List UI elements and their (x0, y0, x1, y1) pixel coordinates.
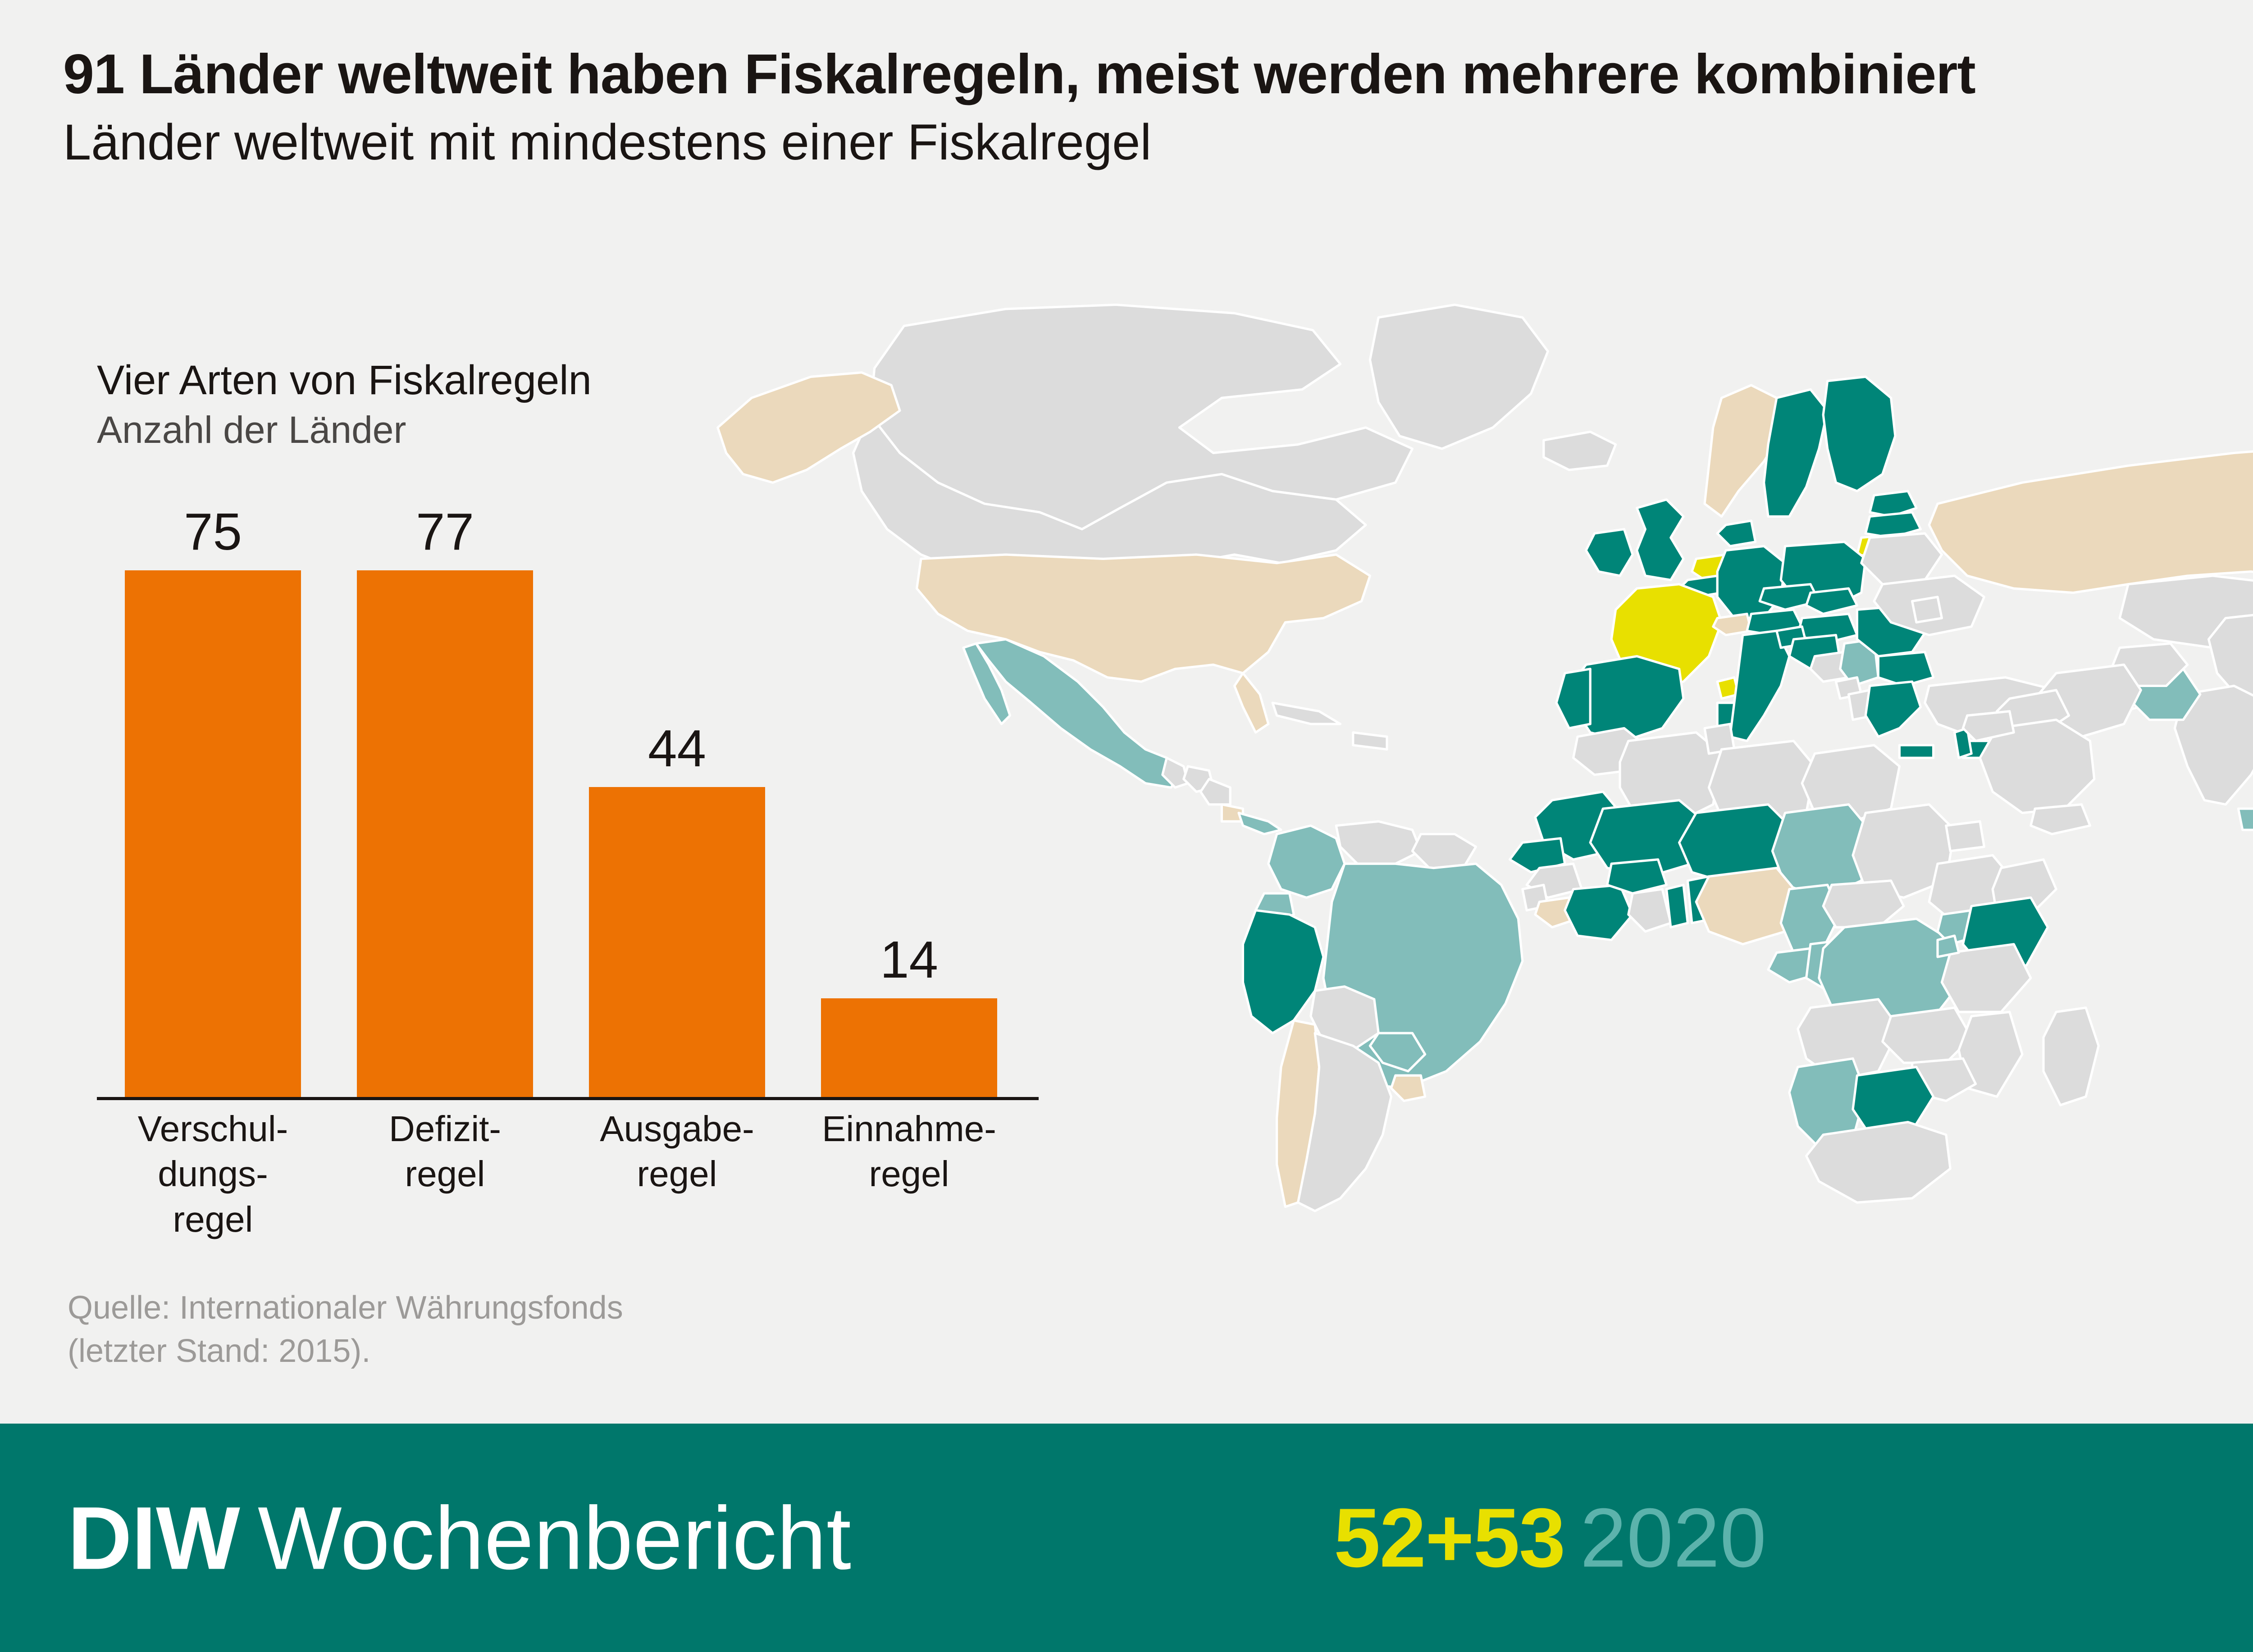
country-denmark (1716, 519, 1757, 547)
x-axis-label: Defizit- regel (389, 1108, 501, 1194)
country-uruguay (1390, 1074, 1427, 1102)
country-crete (1898, 744, 1935, 759)
country-iceland (1542, 430, 1617, 471)
bar-value-label: 77 (415, 502, 474, 561)
country-panama (1237, 811, 1282, 836)
country-syria (1961, 710, 2015, 742)
country-czechia (1758, 583, 1820, 611)
country-greenland (1368, 303, 1549, 450)
country-srilanka (2237, 807, 2253, 831)
header: 91 Länder weltweit haben Fiskalregeln, m… (63, 45, 2253, 171)
country-india (2173, 684, 2253, 806)
bar-value-label: 14 (880, 930, 939, 989)
country-alaska (716, 371, 901, 484)
footer-brand: DIW Wochenbericht (68, 1487, 851, 1589)
bar-rect (821, 998, 998, 1097)
footer-brand-diw: DIW (68, 1488, 240, 1588)
country-togo (1665, 883, 1689, 928)
page-title: 91 Länder weltweit haben Fiskalregeln, m… (63, 43, 1976, 105)
country-sweden (1763, 388, 1829, 518)
country-greece (1864, 680, 1922, 738)
country-finland (1822, 375, 1897, 492)
country-yemen (2030, 803, 2091, 836)
footer-year: 2020 (1580, 1491, 1767, 1584)
bar-series: 75 77 44 14 (97, 505, 1025, 1097)
country-russia (1928, 450, 2253, 594)
x-axis-label: Ausgabe- regel (600, 1108, 754, 1194)
country-norway (1703, 384, 1787, 518)
bar-chart-plot: 75 77 44 14 Verschul- dungs- regel Defizit- … (97, 505, 1039, 1239)
bar-group: 77 (329, 505, 561, 1097)
country-venezuela (1335, 820, 1422, 865)
country-guatemala (1161, 756, 1189, 789)
country-china (2207, 614, 2253, 712)
bar-value-label: 75 (183, 502, 242, 561)
country-hispaniola (1352, 731, 1388, 751)
country-eritrea (1945, 820, 1985, 852)
country-ireland (1585, 528, 1634, 577)
bar-group: 75 (97, 505, 329, 1097)
country-slovakia (1805, 587, 1858, 615)
country-mexico-baja (962, 642, 1011, 725)
x-axis-label: Verschul- dungs- regel (137, 1108, 288, 1240)
country-bosnia (1809, 651, 1850, 683)
country-rwanda (1936, 934, 1960, 958)
country-paraguay (1368, 1032, 1427, 1073)
country-colombia (1267, 824, 1346, 899)
x-axis-line (97, 1097, 1039, 1100)
country-mozambique (1957, 1010, 2024, 1098)
source-note: Quelle: Internationaler Währungsfonds (l… (68, 1290, 623, 1370)
footer-issue-year: 52+53 2020 (1334, 1490, 1766, 1586)
bar-group: 44 (561, 505, 793, 1097)
country-burkina (1606, 858, 1668, 895)
footer-brand-wochenbericht: Wochenbericht (257, 1488, 851, 1588)
bar-group: 14 (793, 505, 1025, 1097)
country-mali (1589, 799, 1706, 878)
page-subtitle: Länder weltweit mit mindestens einer Fis… (63, 114, 1152, 171)
country-switzerland (1712, 613, 1752, 637)
bar-rect (356, 570, 534, 1097)
country-cuba (1271, 701, 1342, 725)
world-map (667, 279, 2253, 1374)
country-zambia (1881, 1006, 1973, 1064)
x-axis-label: Einnahme- regel (822, 1108, 996, 1194)
country-nigeria (1695, 867, 1799, 946)
country-car (1822, 879, 1905, 928)
bar-rect (124, 570, 301, 1097)
country-portugal (1555, 668, 1592, 730)
country-ghana (1627, 888, 1672, 933)
bar-chart-block: Vier Arten von Fiskalregeln Anzahl der L… (97, 356, 1061, 1239)
country-guyanas (1411, 833, 1477, 869)
bar-value-label: 44 (648, 719, 707, 778)
map-countries (716, 303, 2253, 1212)
country-madagascar (2042, 1006, 2100, 1106)
country-belarus (1860, 532, 1943, 586)
chart-heading: Vier Arten von Fiskalregeln (97, 357, 592, 403)
footer-issue-number: 52+53 (1334, 1491, 1565, 1584)
country-ivorycoast (1564, 883, 1634, 942)
country-southafrica (1805, 1121, 1952, 1204)
country-argentina (1297, 1032, 1392, 1212)
bar-rect (588, 787, 766, 1097)
country-sudan (1852, 803, 1956, 899)
country-nicaragua (1199, 778, 1231, 806)
country-mexico (975, 638, 1185, 789)
world-map-svg (716, 303, 2253, 1212)
x-axis-labels: Verschul- dungs- regel Defizit- regel Ausg… (97, 1106, 1025, 1242)
country-usa-florida (1233, 672, 1270, 734)
country-moldova (1911, 596, 1943, 624)
chart-subheading: Anzahl der Länder (97, 408, 406, 451)
footer-bar: DIW Wochenbericht 52+53 2020 DIW BERLIN (0, 1424, 2253, 1652)
country-uk (1636, 498, 1685, 582)
country-bolivia (1309, 985, 1380, 1051)
country-bulgaria (1877, 651, 1935, 687)
